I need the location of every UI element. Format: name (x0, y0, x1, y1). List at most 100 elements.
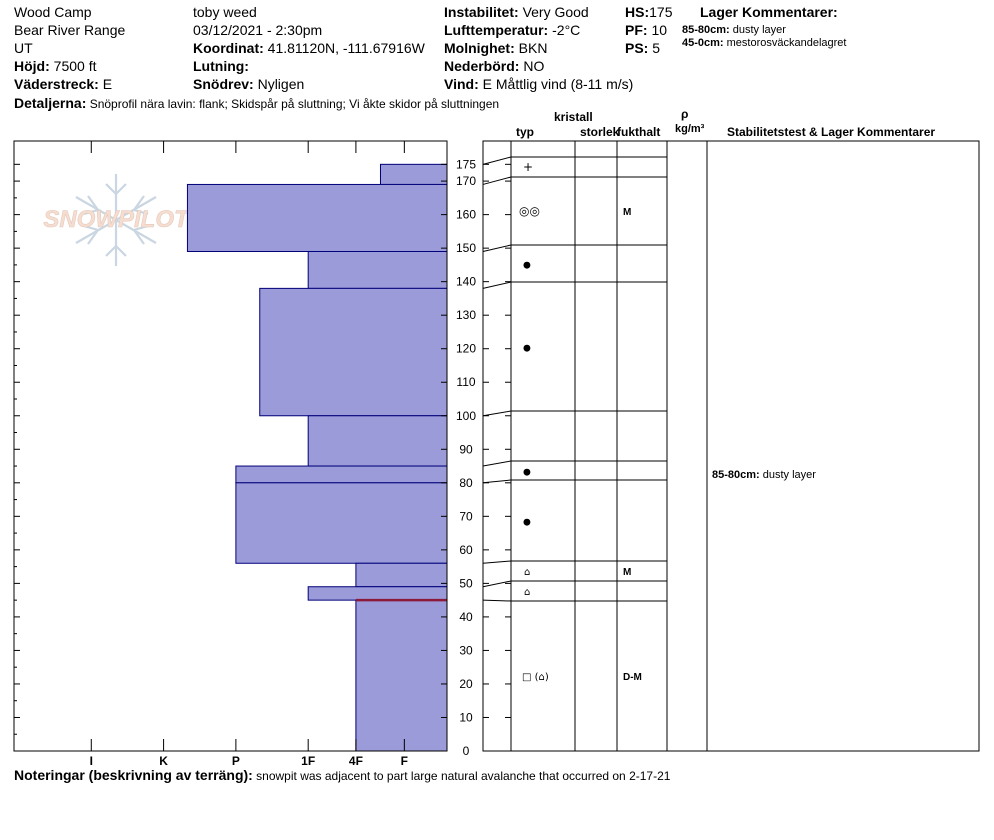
grain-type: ● (523, 344, 531, 354)
drift: Snödrev: Nyligen (193, 77, 304, 91)
layer-comments-title: Lager Kommentarer: (700, 4, 838, 20)
col-moisture: fukthalt (617, 125, 661, 139)
layer-boundary (482, 244, 667, 252)
details-text: Snöprofil nära lavin: flank; Skidspår på… (89, 97, 500, 111)
moisture-value: D-M (623, 672, 642, 683)
depth-label: 50 (459, 576, 473, 590)
grain-type: + (523, 160, 533, 174)
layer-comment-2-depth: 45-0cm: (682, 37, 724, 49)
pf-label: PF: (625, 22, 648, 38)
col-crystal: kristall (554, 110, 593, 124)
drift-label: Snödrev: (193, 76, 254, 92)
layer-bar (355, 562, 448, 588)
hardness-frame (13, 140, 448, 752)
depth-label: 140 (456, 275, 476, 289)
observer: toby weed (193, 4, 257, 20)
layer-comment-1: 85-80cm: dusty layer (682, 25, 786, 36)
layer-bar (379, 163, 448, 185)
grain-type: ⌂ (524, 587, 530, 598)
layer-boundary (482, 580, 667, 588)
air-temperature: Lufttemperatur: -2°C (444, 23, 580, 37)
depth-label: 130 (456, 308, 476, 322)
stability-value: Very Good (522, 4, 589, 20)
layer-boundary (482, 281, 667, 289)
wind: Vind: E Måttlig vind (8-11 m/s) (444, 77, 633, 91)
moisture-value: M (623, 207, 631, 218)
snowpilot-logo: SNOWPILOT (43, 174, 191, 266)
coord-label: Koordinat: (193, 40, 264, 56)
logo-text: SNOWPILOT (43, 206, 191, 233)
layer-comment-2: 45-0cm: mestorosväckandelagret (682, 38, 846, 49)
elevation-value: 7500 ft (53, 58, 97, 74)
hs-label: HS: (625, 4, 650, 20)
moisture-value: M (623, 567, 631, 578)
state: UT (14, 40, 33, 56)
location: Wood Camp (14, 4, 92, 20)
layer-bar (235, 465, 448, 484)
grain-type: ◎◎ (519, 204, 540, 218)
aspect-value: E (102, 76, 113, 92)
depth-label: 90 (459, 442, 473, 456)
pf-value: 10 (651, 22, 668, 38)
hardness-label: I (90, 754, 93, 768)
details: Detaljerna: Snöprofil nära lavin: flank;… (14, 96, 499, 110)
grain-type: ● (523, 518, 531, 528)
hardness-label: F (401, 754, 408, 768)
sky-label: Molnighet: (444, 40, 515, 56)
grain-type: ● (523, 261, 531, 271)
layer-bar (307, 586, 448, 601)
layer-bar (307, 250, 448, 289)
depth-label: 110 (456, 375, 475, 389)
hardness-label: 1F (301, 754, 315, 768)
depth-label: 10 (459, 710, 473, 724)
depth-label: 70 (459, 509, 473, 523)
snowflake-icon (75, 174, 157, 266)
sky-value: BKN (518, 40, 548, 56)
stability-comment-depth: 85-80cm: (712, 469, 760, 481)
layer-bar (235, 482, 448, 564)
layer-boundary (482, 479, 667, 484)
layer-bar (186, 183, 448, 252)
depth-label: 80 (459, 476, 473, 490)
grain-type: ⌂ (524, 567, 530, 578)
footer-text: snowpit was adjacent to part large natur… (256, 769, 671, 783)
layer-boundary (482, 156, 667, 165)
stability-comment-text: dusty layer (762, 469, 816, 481)
airtemp-value: -2°C (552, 22, 581, 38)
depth-label: 60 (459, 543, 473, 557)
ps-label: PS: (625, 40, 649, 56)
depth-label: 175 (456, 157, 476, 171)
stability: Instabilitet: Very Good (444, 5, 589, 19)
precip-value: NO (523, 58, 545, 74)
layer-boundary (482, 410, 667, 417)
layer-bar (355, 599, 448, 752)
depth-label: 170 (456, 174, 476, 188)
depth-label: 20 (459, 677, 473, 691)
depth-label: 100 (456, 409, 476, 423)
datetime: 03/12/2021 - 2:30pm (193, 22, 323, 38)
footer-notes: Noteringar (beskrivning av terräng): sno… (14, 768, 670, 782)
hs-value: 175 (649, 4, 673, 20)
layer-comment-1-depth: 85-80cm: (682, 24, 730, 36)
drift-value: Nyligen (257, 76, 305, 92)
profile-table-frame (482, 140, 980, 752)
slope: Lutning: (193, 59, 249, 73)
hardness-label: P (232, 754, 240, 768)
layer-boundary (482, 560, 667, 564)
col-density-unit: kg/m³ (675, 123, 705, 135)
layer-comment-1-text: dusty layer (732, 24, 786, 36)
range: Bear River Range (14, 22, 126, 38)
hs: HS:175 (625, 5, 672, 19)
precip-label: Nederbörd: (444, 58, 520, 74)
layer-bar (307, 415, 448, 467)
wind-value: E Måttlig vind (8-11 m/s) (482, 76, 634, 92)
details-label: Detaljerna: (14, 95, 87, 111)
aspect: Väderstreck: E (14, 77, 112, 91)
airtemp-label: Lufttemperatur: (444, 22, 549, 38)
aspect-label: Väderstreck: (14, 76, 99, 92)
layer-comment-2-text: mestorosväckandelagret (726, 37, 847, 49)
layer-boundary (482, 599, 667, 602)
footer-label: Noteringar (beskrivning av terräng): (14, 767, 253, 783)
hardness-label: 4F (349, 754, 363, 768)
